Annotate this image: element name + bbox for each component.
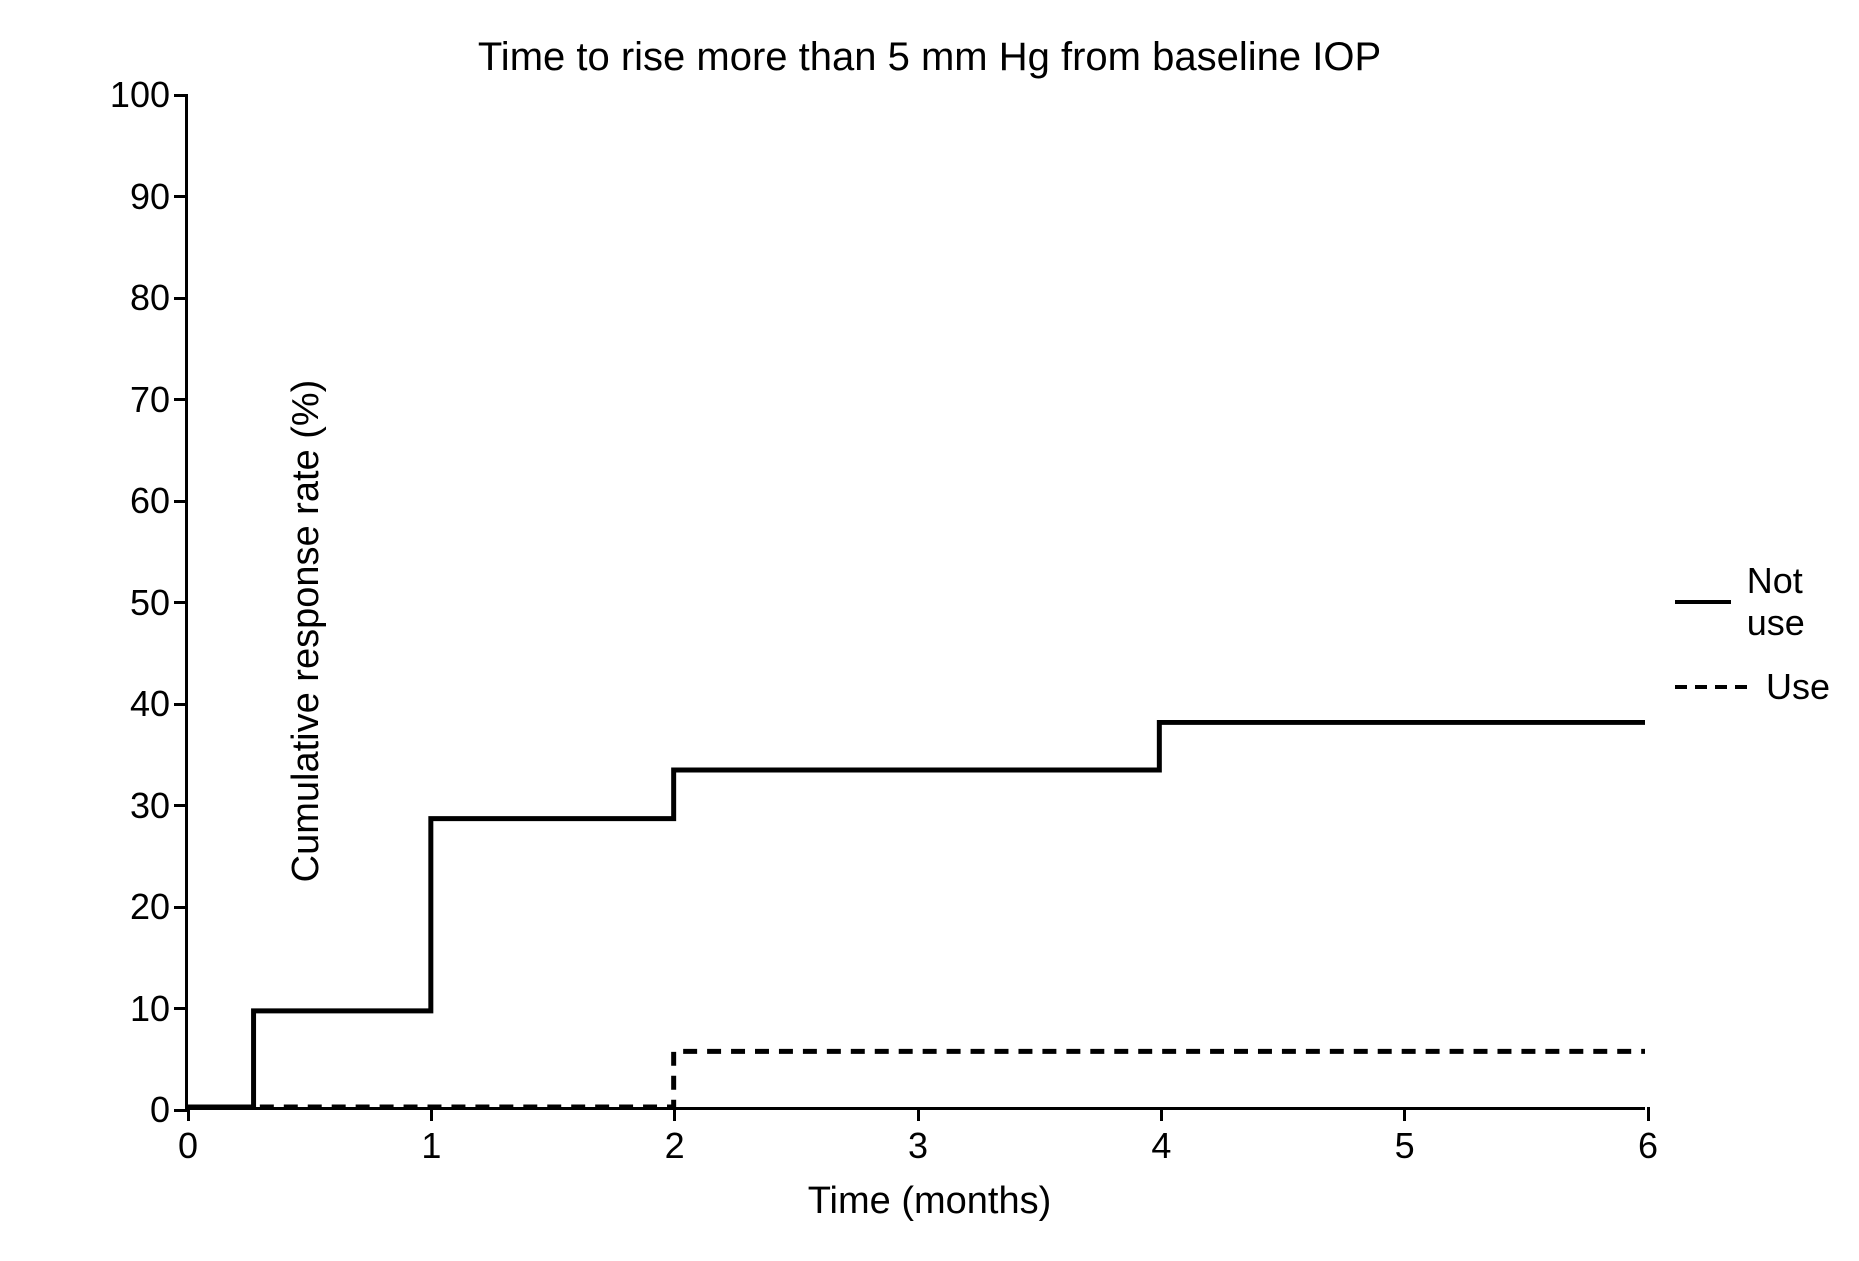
y-tick-label: 70	[130, 379, 170, 421]
y-tick	[174, 804, 188, 807]
x-tick	[1647, 1107, 1650, 1121]
y-tick	[174, 703, 188, 706]
y-tick	[174, 297, 188, 300]
x-axis-title: Time (months)	[808, 1180, 1052, 1223]
legend: Not use Use	[1675, 560, 1839, 730]
x-tick-label: 4	[1151, 1125, 1171, 1167]
legend-item-use: Use	[1675, 666, 1839, 708]
legend-label: Use	[1766, 666, 1830, 708]
y-tick	[174, 398, 188, 401]
x-tick	[430, 1107, 433, 1121]
y-tick-label: 10	[130, 988, 170, 1030]
y-tick-label: 0	[150, 1089, 170, 1131]
legend-line-dashed-icon	[1675, 685, 1750, 689]
x-tick-label: 2	[665, 1125, 685, 1167]
y-tick	[174, 500, 188, 503]
y-tick-label: 60	[130, 480, 170, 522]
chart-container: Time to rise more than 5 mm Hg from base…	[20, 20, 1839, 1241]
legend-item-not-use: Not use	[1675, 560, 1839, 644]
x-tick-label: 3	[908, 1125, 928, 1167]
x-tick	[1403, 1107, 1406, 1121]
x-tick	[187, 1107, 190, 1121]
y-tick-label: 50	[130, 582, 170, 624]
legend-line-solid-icon	[1675, 600, 1731, 604]
legend-label: Not use	[1747, 560, 1839, 644]
y-tick-label: 100	[110, 74, 170, 116]
y-tick	[174, 195, 188, 198]
y-tick-label: 80	[130, 277, 170, 319]
y-tick-label: 90	[130, 176, 170, 218]
x-tick-label: 1	[421, 1125, 441, 1167]
plot-area: 0102030405060708090100 0123456	[185, 95, 1645, 1110]
x-tick	[673, 1107, 676, 1121]
y-tick-label: 30	[130, 785, 170, 827]
y-tick	[174, 906, 188, 909]
y-tick	[174, 1007, 188, 1010]
x-tick	[1160, 1107, 1163, 1121]
x-tick-label: 6	[1638, 1125, 1658, 1167]
x-tick-label: 5	[1395, 1125, 1415, 1167]
y-tick-label: 20	[130, 886, 170, 928]
series-use	[188, 1051, 1645, 1107]
x-tick-label: 0	[178, 1125, 198, 1167]
chart-title: Time to rise more than 5 mm Hg from base…	[20, 35, 1839, 80]
x-tick	[917, 1107, 920, 1121]
y-tick	[174, 601, 188, 604]
chart-svg	[188, 95, 1645, 1107]
y-tick	[174, 94, 188, 97]
y-tick-label: 40	[130, 683, 170, 725]
